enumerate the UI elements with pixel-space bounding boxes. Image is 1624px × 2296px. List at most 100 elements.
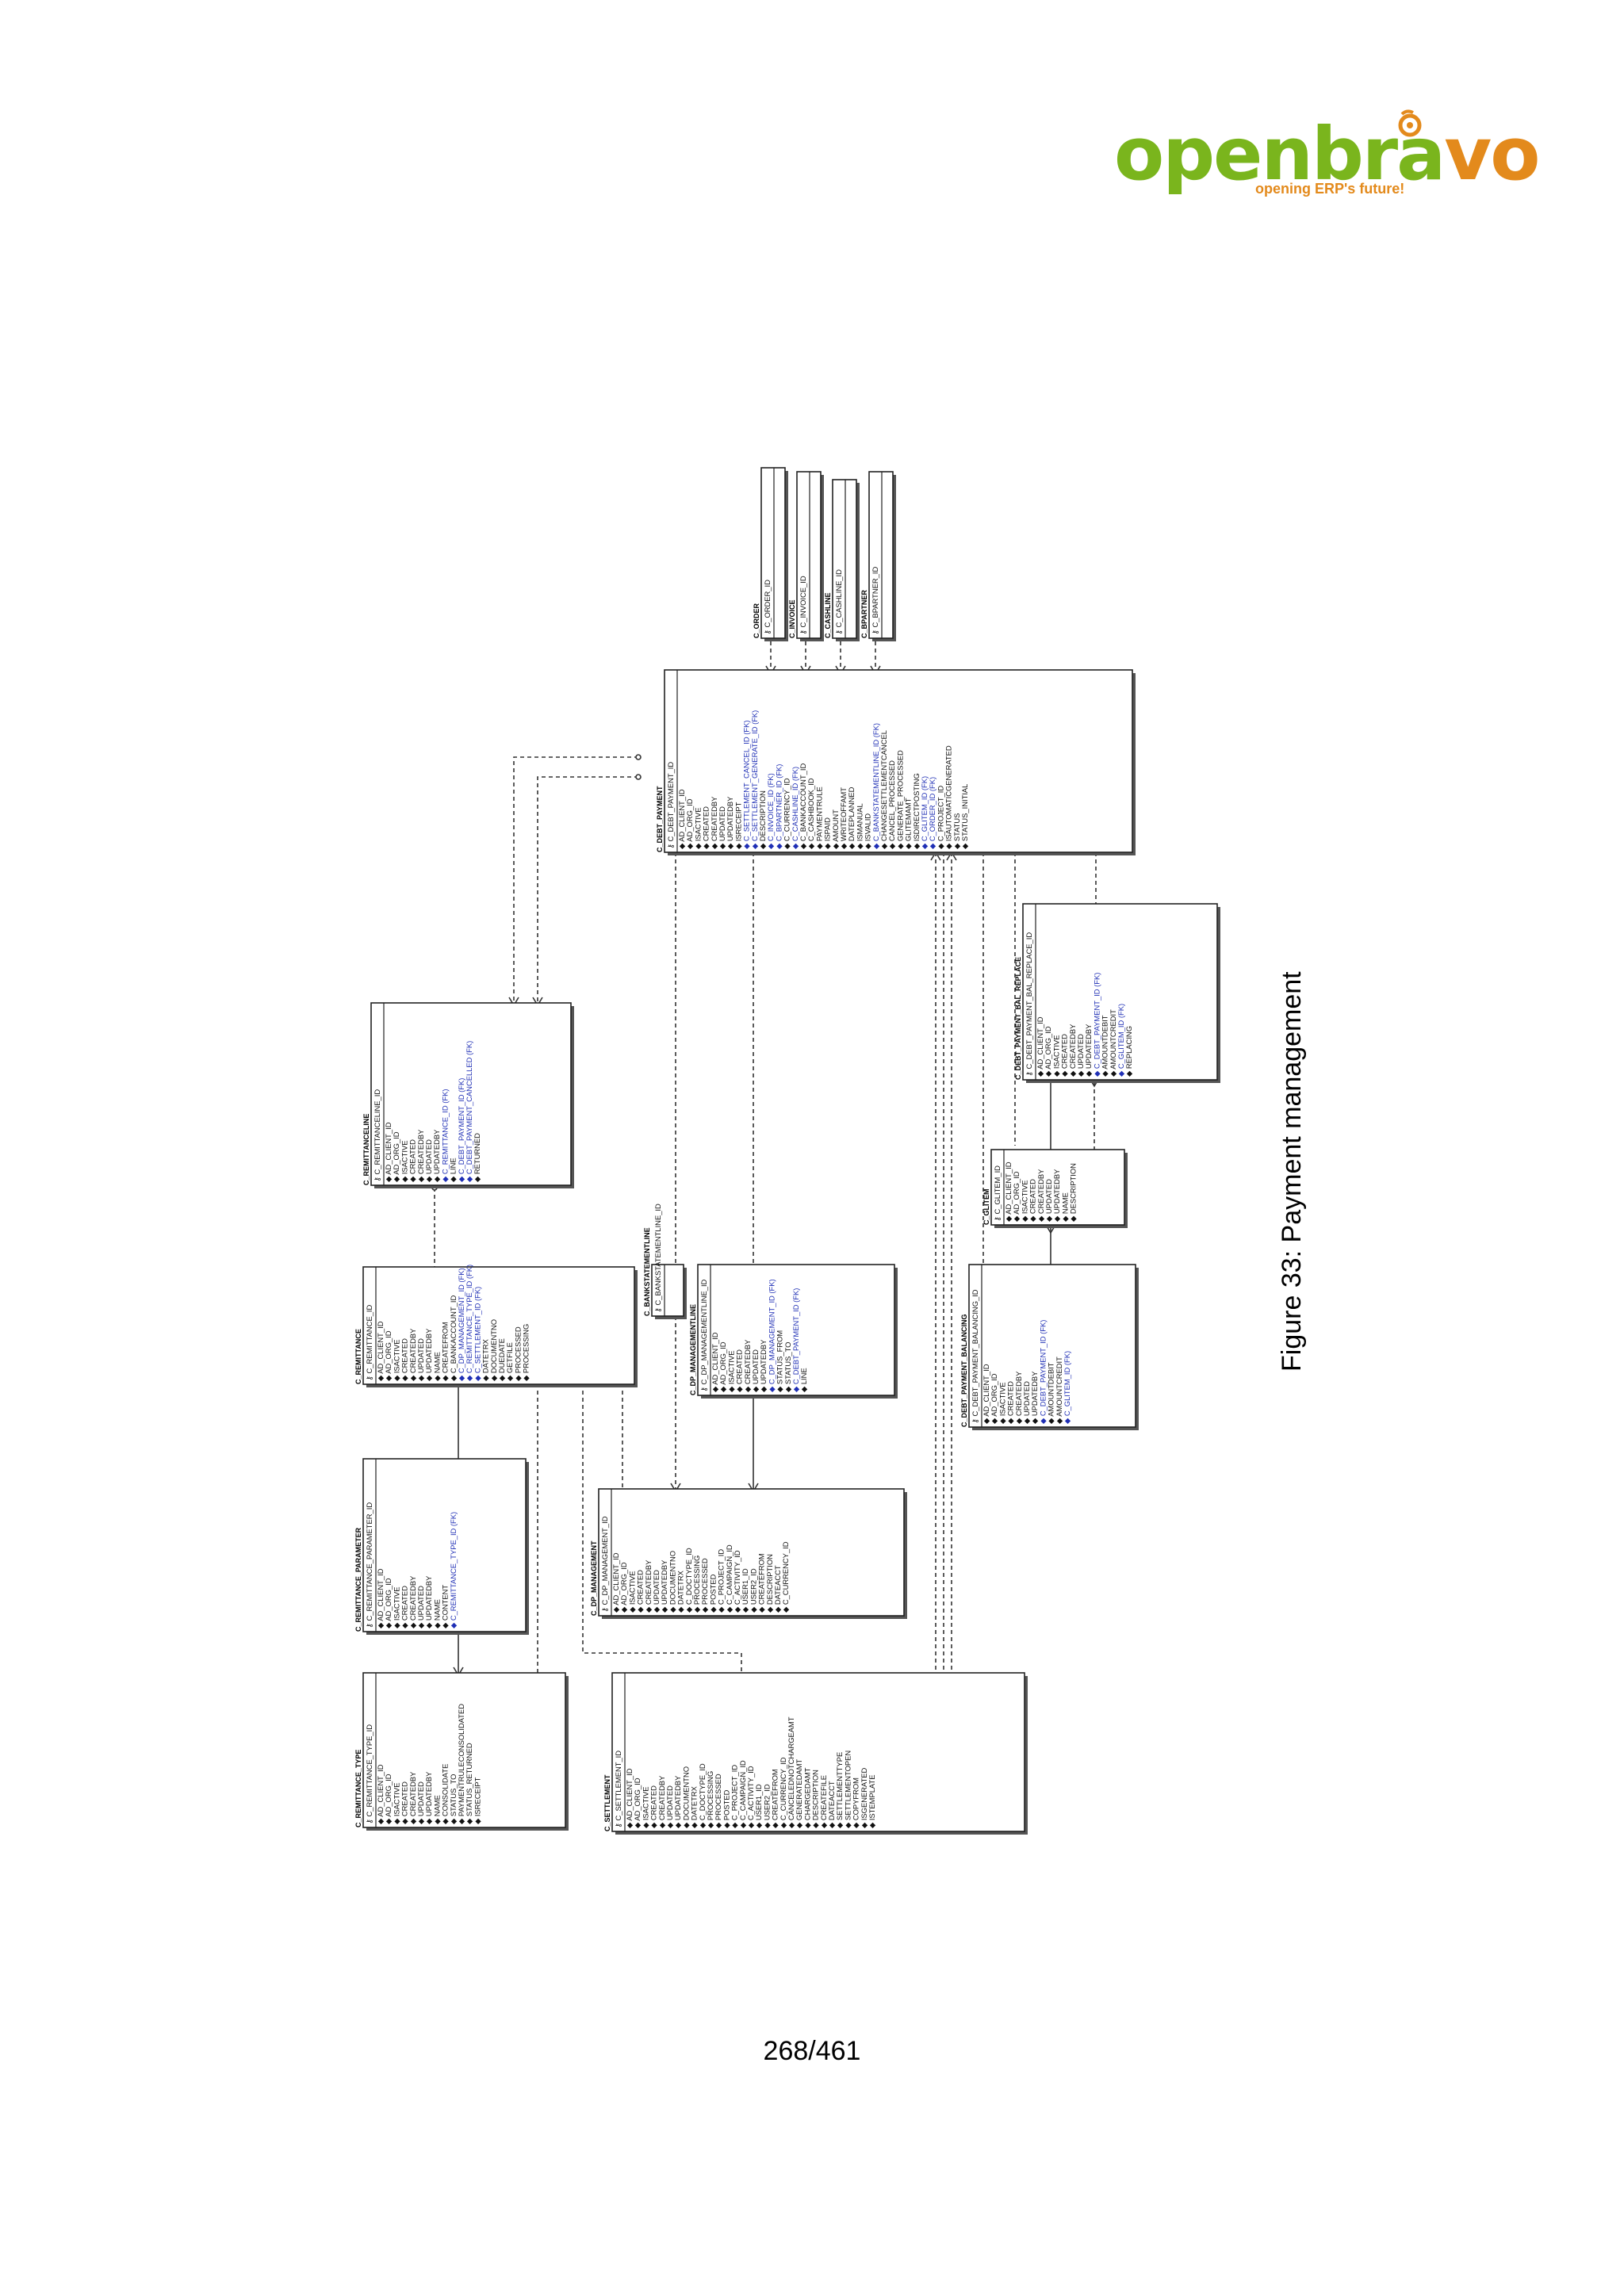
table-column: ◆ REPLACING: [1124, 1026, 1133, 1077]
table-title: C_DEBT_PAYMENT_BAL_REPLACE: [1014, 957, 1022, 1080]
table-column: ◆ ISACTIVE: [627, 1571, 636, 1613]
primary-key-column: ⚷ C_GLITEM_ID: [993, 1165, 1002, 1222]
table-column: ◆ USER1_ID: [754, 1784, 763, 1828]
table-c-remittance-type: C_REMITTANCE_TYPE ⚷ C_REMITTANCE_TYPE_ID ◆…: [354, 1672, 569, 1831]
table-column: ◆ CHANGESETTLEMENTCANCEL: [879, 730, 888, 849]
table-column: ◆ UPDATED: [1076, 1034, 1085, 1077]
table-title: C_INVOICE: [788, 599, 796, 638]
table-column: ◆ UPDATEDBY: [1052, 1169, 1061, 1222]
table-column: ◆ DESCRIPTION: [758, 790, 767, 849]
table-c-cashline: C_CASHLINE ⚷ C_CASHLINE_ID: [824, 479, 860, 641]
primary-key-column: ⚷ C_DP_MANAGEMENTLINE_ID: [699, 1279, 708, 1392]
table-column: ◆ CREATED: [400, 1338, 409, 1381]
table-column: ◆ CONSOLIDATE: [441, 1764, 450, 1824]
table-column: ◆ DATEACCT: [773, 1565, 782, 1613]
table-column: ◆ UPDATED: [665, 1785, 674, 1828]
table-c-bpartner: C_BPARTNER ⚷ C_BPARTNER_ID: [860, 471, 896, 641]
table-column: ◆ CREATEDBY: [644, 1559, 653, 1613]
table-column: ◆ CREATED: [1060, 1034, 1069, 1077]
table-box: [868, 471, 894, 639]
table-box: [664, 669, 1133, 853]
table-box: [362, 1266, 635, 1385]
table-column: ◆ ISRECEIPT: [733, 802, 742, 849]
table-column: ◆ NAME: [1060, 1192, 1069, 1222]
table-column: ◆ C_BANKSTATEMENTLINE_ID (FK): [871, 723, 880, 849]
table-column: ◆ CREATEFROM: [771, 1769, 779, 1828]
openbravo-logo: openbravo opening ERP's future!: [1114, 109, 1540, 206]
table-column: ◆ STATUS: [952, 813, 961, 849]
table-column: ◆ ISACTIVE: [392, 1782, 400, 1824]
table-box: [832, 479, 857, 639]
table-c-remittanceline: C_REMITTANCELINE ⚷ C_REMITTANCELINE_ID ◆ A…: [362, 1002, 574, 1188]
table-title: C_REMITTANCE_TYPE: [354, 1750, 362, 1827]
table-box: [760, 467, 786, 639]
table-column: ◆ AD_ORG_ID: [384, 1330, 393, 1381]
page-number: 268/461: [763, 2036, 861, 2066]
table-c-remittance: C_REMITTANCE ⚷ C_REMITTANCE_ID ◆ AD_CLIENT…: [354, 1265, 638, 1387]
table-column: ◆ AD_CLIENT_ID: [982, 1364, 990, 1424]
primary-key-column: ⚷ C_REMITTANCELINE_ID: [373, 1089, 381, 1182]
table-column: ◆ DATEPLANNED: [847, 786, 856, 849]
logo-swirl-icon: [1398, 109, 1422, 137]
table-column: ◆ UPDATED: [1022, 1381, 1031, 1424]
table-column: ◆ ISACTIVE: [641, 1786, 649, 1828]
table-box: [370, 1002, 572, 1186]
table-column: ◆ C_ACTIVITY_ID: [746, 1766, 755, 1828]
table-column: ◆ WRITEOFFAMT: [839, 787, 848, 849]
table-column: ◆ STATUS_TO: [783, 1342, 792, 1392]
table-column: ◆ STATUS_FROM: [776, 1330, 784, 1392]
table-column: ◆ CREATED: [702, 806, 710, 849]
table-column: ◆ DOCUMENTNO: [668, 1551, 676, 1613]
table-column: ◆ STATUS_INITIAL: [960, 784, 969, 849]
table-column: ◆ ISACTIVE: [1020, 1180, 1028, 1222]
table-column: ◆ CREATEDBY: [408, 1575, 417, 1628]
table-column: ◆ CREATED: [400, 1781, 409, 1824]
table-column: ◆ C_ACTIVITY_ID: [733, 1550, 741, 1613]
table-column: ◆ LINE: [799, 1368, 808, 1392]
table-column: ◆ ISACTIVE: [1051, 1035, 1060, 1077]
primary-key-column: ⚷ C_DP_MANAGEMENT_ID: [600, 1516, 609, 1613]
table-column: ◆ AMOUNT: [831, 809, 840, 849]
table-column: ◆ CANCELEDNOTCHARGEAMT: [787, 1716, 795, 1828]
table-column: ◆ UPDATEDBY: [726, 796, 734, 849]
table-column: ◆ ISMANUAL: [855, 803, 864, 849]
table-column: ◆ CONTENT: [441, 1585, 450, 1628]
table-title: C_BPARTNER: [860, 590, 868, 638]
table-column: ◆ C_CAMPAIGN_ID: [738, 1760, 747, 1828]
table-column: ◆ LINE: [449, 1158, 458, 1182]
table-column: ◆ DATETRX: [690, 1785, 699, 1828]
primary-key-column: ⚷ C_BANKSTATEMENTLINE_ID: [653, 1203, 662, 1313]
table-column: ◆ PAYMENTRULECONSOLIDATED: [457, 1704, 465, 1824]
table-box: [968, 1264, 1136, 1428]
table-column: ◆ PROCESSING: [692, 1556, 701, 1613]
table-column: ◆ PROCESSED: [513, 1326, 522, 1381]
table-box: [1022, 903, 1218, 1081]
table-column: ◆ COPYFROM: [852, 1777, 860, 1828]
table-title: C_BANKSTATEMENTLINE: [643, 1227, 651, 1316]
table-column: ◆ CREATEDBY: [743, 1339, 752, 1392]
table-column: ◆ GETFILE: [505, 1342, 514, 1381]
table-column: ◆ C_SETTLEMENT_ID (FK): [473, 1287, 481, 1381]
table-box: [697, 1264, 895, 1396]
table-column: ◆ CANCEL_PROCESSED: [887, 760, 896, 849]
table-c-debt-payment-bal-replace: C_DEBT_PAYMENT_BAL_REPLACE ⚷ C_DEBT_PAYME…: [1014, 903, 1220, 1083]
table-title: C_REMITTANCELINE: [362, 1114, 370, 1185]
table-column: ◆ UPDATEDBY: [424, 1575, 433, 1628]
table-column: ◆ STATUS_RETURNED: [465, 1743, 473, 1824]
table-column: ◆ AD_ORG_ID: [619, 1562, 628, 1613]
table-column: ◆ AMOUNTCREDIT: [1109, 1009, 1117, 1077]
table-column: ◆ UPDATEDBY: [759, 1339, 768, 1392]
table-box: [598, 1488, 905, 1617]
logo-tagline: opening ERP's future!: [1255, 181, 1405, 197]
table-c-dp-managementline: C_DP_MANAGEMENTLINE ⚷ C_DP_MANAGEMENTLINE…: [689, 1264, 898, 1399]
table-c-debt-payment-balancing: C_DEBT_PAYMENT_BALANCING ⚷ C_DEBT_PAYMENT…: [960, 1264, 1139, 1430]
table-column: ◆ AD_CLIENT_ID: [1036, 1016, 1044, 1077]
table-title: C_REMITTANCE_PARAMETER: [354, 1527, 362, 1632]
table-column: ◆ DATETRX: [676, 1570, 685, 1613]
table-box: [796, 471, 822, 639]
table-column: ◆ PROCESSING: [706, 1771, 714, 1828]
table-column: ◆ GLITEMAMT: [904, 798, 913, 849]
table-column: ◆ DATETRX: [481, 1338, 490, 1381]
table-c-order: C_ORDER ⚷ C_ORDER_ID: [753, 467, 788, 641]
table-column: ◆ UPDATED: [416, 1781, 425, 1824]
